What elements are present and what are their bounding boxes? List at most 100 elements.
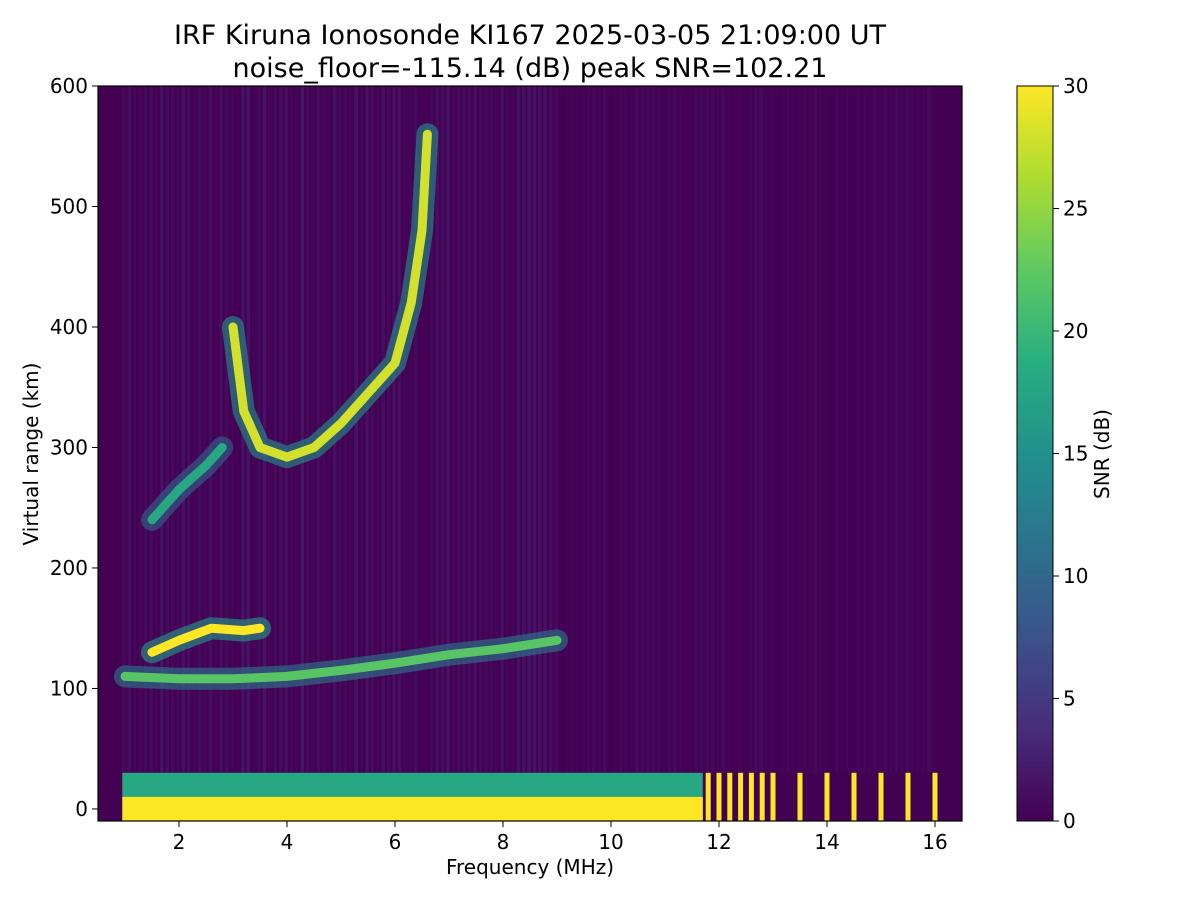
noise-column (500, 86, 504, 773)
noise-column (586, 86, 591, 773)
y-axis: 0 100 200 300 400 500 600 (50, 74, 98, 821)
noise-column (856, 86, 861, 773)
noise-column (592, 86, 596, 773)
noise-column (764, 86, 769, 773)
trace-line (147, 623, 265, 657)
colorbar-tick-label: 0 (1063, 809, 1076, 833)
noise-column (689, 86, 693, 773)
noise-column (932, 86, 936, 773)
spike-mark (759, 772, 765, 821)
noise-column (705, 86, 709, 773)
noise-column (219, 86, 223, 773)
spike-mark (797, 772, 803, 821)
noise-column (678, 86, 682, 773)
noise-column (181, 86, 186, 773)
noise-column (581, 86, 585, 773)
noise-column (435, 86, 439, 773)
noise-column (532, 86, 537, 773)
spike-mark (748, 772, 754, 821)
noise-column (133, 86, 137, 773)
noise-column (478, 86, 483, 773)
noise-column (786, 86, 790, 773)
noise-column (424, 86, 429, 773)
noise-column (154, 86, 159, 773)
y-tick-label: 0 (75, 797, 88, 821)
noise-column (224, 86, 229, 773)
noise-column (700, 86, 704, 773)
noise-column (667, 86, 672, 773)
plot-frame (97, 85, 963, 822)
spike-mark (727, 772, 733, 821)
noise-column (543, 86, 547, 773)
x-axis: 2 4 6 8 10 12 14 16 (173, 821, 948, 854)
noise-column (851, 86, 855, 773)
y-tick-label: 100 (50, 676, 88, 700)
noise-column (187, 86, 191, 773)
noise-column (716, 86, 720, 773)
plot-background (98, 86, 962, 821)
noise-column (835, 86, 839, 773)
noise-column (397, 86, 402, 773)
spike-mark (851, 772, 857, 821)
noise-column (311, 86, 315, 773)
noise-column (570, 86, 574, 773)
noise-column (430, 86, 434, 773)
noise-column (451, 86, 456, 773)
noise-column (467, 86, 472, 773)
chart-title: IRF Kiruna Ionosonde KI167 2025-03-05 21… (174, 20, 887, 51)
noise-column (840, 86, 844, 773)
noise-column (521, 86, 526, 773)
noise-column (710, 86, 715, 773)
noise-column (365, 86, 369, 773)
y-tick-label: 500 (50, 194, 88, 218)
x-tick-label: 16 (922, 830, 947, 854)
colorbar: 0 5 10 15 20 25 30 SNR (dB) (1016, 74, 1114, 833)
noise-column (926, 86, 931, 773)
noise-column (656, 86, 661, 773)
noise-column (160, 86, 164, 773)
noise-column (473, 86, 477, 773)
noise-column (538, 86, 542, 773)
noise-column (149, 86, 153, 773)
trace-line (120, 635, 562, 684)
spike-mark (716, 772, 722, 821)
colorbar-ticks: 0 5 10 15 20 25 30 (1053, 74, 1088, 833)
x-tick-label: 8 (497, 830, 510, 854)
noise-column (305, 86, 310, 773)
noise-column (127, 86, 132, 773)
noise-column (392, 86, 396, 773)
noise-column (673, 86, 677, 773)
colorbar-tick-label: 30 (1063, 74, 1088, 98)
noise-column (462, 86, 466, 773)
noise-column (268, 86, 272, 773)
noise-column (845, 86, 850, 773)
trace-line (147, 443, 227, 525)
x-tick-label: 6 (389, 830, 402, 854)
noise-column (775, 86, 780, 773)
colorbar-tick-label: 10 (1063, 564, 1088, 588)
noise-column (867, 86, 871, 773)
noise-column (597, 86, 601, 773)
noise-column (602, 86, 607, 773)
y-tick-label: 400 (50, 315, 88, 339)
noise-column (781, 86, 785, 773)
noise-column (743, 86, 747, 773)
noise-column (559, 86, 564, 773)
spike-mark (705, 772, 711, 821)
noise-column (683, 86, 688, 773)
noise-column (640, 86, 645, 773)
noise-column (138, 86, 142, 773)
noise-column (408, 86, 412, 773)
noise-column (214, 86, 218, 773)
noise-column (419, 86, 423, 773)
noise-column (791, 86, 796, 773)
noise-column (494, 86, 499, 773)
noise-column (197, 86, 202, 773)
noise-column (608, 86, 612, 773)
noise-column (208, 86, 213, 773)
noise-column (737, 86, 742, 773)
noise-column (273, 86, 277, 773)
noise-column (440, 86, 445, 773)
